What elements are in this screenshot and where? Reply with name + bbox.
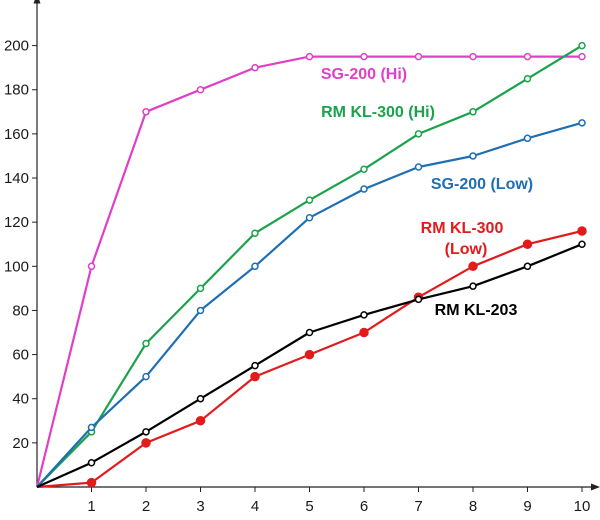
data-point [87, 262, 96, 271]
y-tick-label: 160 [4, 126, 29, 143]
data-point [578, 119, 586, 127]
x-tick-label: 10 [574, 498, 591, 515]
y-tick-label: 60 [12, 347, 29, 364]
data-point [360, 165, 368, 173]
data-point [578, 240, 586, 248]
data-point [142, 339, 150, 348]
data-point [196, 284, 205, 293]
data-point [142, 428, 150, 436]
y-tick-label: 80 [12, 302, 29, 319]
y-tick-label: 140 [4, 170, 29, 187]
data-point [523, 74, 532, 83]
y-tick-label: 40 [12, 391, 29, 408]
series-2 [36, 119, 586, 488]
data-point [142, 108, 150, 116]
x-tick-label: 4 [251, 498, 259, 515]
y-tick-label: 200 [4, 38, 29, 55]
data-point [141, 438, 151, 448]
series-label: RM KL-300 (Hi) [321, 104, 435, 121]
data-point [523, 262, 532, 271]
x-axis-arrow [591, 483, 600, 491]
x-tick-label: 8 [469, 498, 477, 515]
data-point [578, 52, 586, 61]
data-point [250, 371, 260, 382]
data-point [305, 52, 314, 61]
y-axis-ticks: 20 40 60 80 100 120 140 160 180 200 [4, 38, 37, 452]
data-point [523, 52, 532, 61]
series-label: SG-200 (Low) [431, 176, 533, 193]
data-point [87, 458, 96, 467]
x-axis-ticks: 1 2 3 4 5 6 7 8 9 10 [87, 487, 590, 515]
data-point [305, 328, 314, 337]
data-point [196, 394, 205, 403]
data-point [414, 130, 423, 138]
x-tick-label: 7 [414, 498, 422, 515]
y-axis-arrow [33, 0, 41, 4]
x-tick-label: 5 [305, 498, 313, 515]
series-line [36, 44, 583, 488]
data-point [142, 372, 150, 381]
series-label: SG-200 (Hi) [321, 66, 407, 83]
y-tick-label: 180 [4, 82, 29, 99]
data-point [468, 261, 478, 272]
data-point [196, 306, 205, 315]
series-label: RM KL-300 [421, 220, 504, 237]
data-point [360, 52, 368, 61]
data-point [414, 295, 423, 304]
data-point [414, 163, 423, 171]
axes [33, 0, 600, 491]
data-point [578, 41, 586, 50]
data-point [522, 239, 533, 249]
y-tick-label: 20 [12, 435, 29, 452]
series-0 [35, 52, 586, 488]
data-point [469, 52, 477, 61]
data-point [359, 327, 369, 338]
data-point [469, 108, 477, 116]
data-point [360, 185, 368, 193]
series-labels: SG-200 (Hi) RM KL-300 (Hi) SG-200 (Low) RM … [321, 66, 533, 319]
data-point [196, 85, 205, 94]
data-point [251, 63, 259, 72]
data-point [251, 229, 259, 237]
x-tick-label: 2 [142, 498, 150, 515]
data-point [469, 282, 477, 290]
data-point [305, 196, 314, 204]
data-point [304, 349, 315, 360]
data-point [360, 311, 368, 319]
series-line [35, 55, 582, 488]
data-point [195, 416, 206, 426]
series-line [36, 243, 583, 489]
data-point [251, 262, 259, 271]
data-point [305, 213, 314, 222]
series-3 [36, 226, 587, 489]
data-point [87, 423, 96, 432]
series-label: RM KL-203 [435, 302, 518, 319]
data-point [577, 226, 587, 236]
data-point [414, 52, 423, 61]
y-tick-label: 100 [4, 258, 29, 275]
data-point [469, 152, 477, 160]
data-point [523, 134, 532, 143]
series-4 [36, 240, 586, 489]
x-tick-label: 9 [523, 498, 531, 515]
x-tick-label: 1 [87, 498, 95, 515]
data-point [251, 361, 259, 370]
x-tick-label: 3 [196, 498, 204, 515]
series-1 [36, 41, 586, 488]
series-label: (Low) [445, 241, 488, 258]
data-point [86, 477, 97, 488]
x-tick-label: 6 [360, 498, 368, 515]
series-group [35, 41, 587, 489]
y-tick-label: 120 [4, 214, 29, 231]
